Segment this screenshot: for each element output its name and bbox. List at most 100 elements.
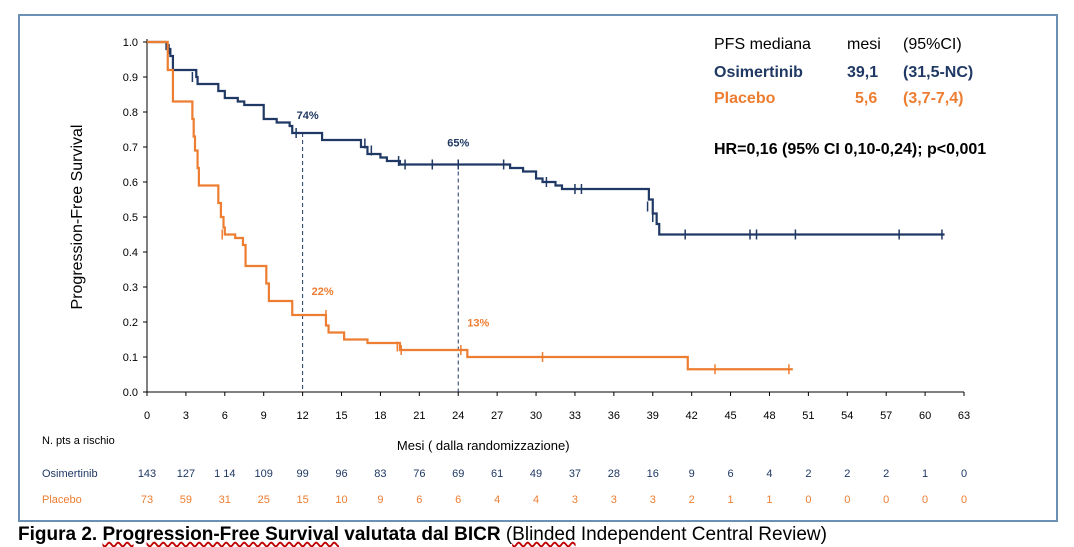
y-tick-label: 0.7 [123, 142, 138, 154]
at-risk-count: 0 [961, 468, 967, 480]
km-chart: 0.00.10.20.30.40.50.60.70.80.91.00 3 6 9 12 1… [42, 36, 986, 506]
x-tick-label: 57 [880, 410, 892, 422]
legend-row-ci: (3,7-7,4) [903, 90, 963, 107]
at-risk-count: 49 [530, 468, 542, 480]
at-risk-count: 1 [728, 494, 734, 506]
legend-row-name: Osimertinib [714, 64, 803, 81]
at-risk-count: 6 [728, 468, 734, 480]
y-tick-label: 0.2 [123, 317, 138, 329]
at-risk-count: 2 [883, 468, 889, 480]
legend-header-pfs: PFS mediana [714, 36, 811, 53]
at-risk-count: 6 [455, 494, 461, 506]
y-tick-label: 1.0 [123, 37, 138, 49]
x-tick-label: 30 [530, 410, 542, 422]
at-risk-count: 96 [335, 468, 347, 480]
x-tick-label: 15 [335, 410, 347, 422]
x-tick-label: 27 [491, 410, 503, 422]
at-risk-count: 3 [611, 494, 617, 506]
figure-caption: Figura 2. Progression-Free Survival valu… [18, 524, 827, 546]
x-tick-label: 21 [413, 410, 425, 422]
caption-paren-open: ( [500, 524, 513, 545]
caption-title-rest: valutata dal BICR [339, 524, 501, 545]
at-risk-count: 0 [922, 494, 928, 506]
at-risk-count: 0 [961, 494, 967, 506]
caption-rest: Independent Central Review) [575, 524, 827, 545]
y-tick-label: 0.5 [123, 212, 138, 224]
at-risk-count: 28 [608, 468, 620, 480]
at-risk-count: 0 [883, 494, 889, 506]
y-tick-label: 0.1 [123, 352, 138, 364]
x-tick-label: 3 [183, 410, 189, 422]
at-risk-count: 6 [416, 494, 422, 506]
x-tick-label: 33 [569, 410, 581, 422]
at-risk-count: 31 [219, 494, 231, 506]
y-tick-label: 0.6 [123, 177, 138, 189]
at-risk-count: 9 [689, 468, 695, 480]
at-risk-count: 3 [650, 494, 656, 506]
x-tick-label: 48 [763, 410, 775, 422]
x-tick-label: 36 [608, 410, 620, 422]
at-risk-count: 1 [766, 494, 772, 506]
y-tick-label: 0.8 [123, 107, 138, 119]
data-label-65pct: 65% [447, 138, 469, 150]
caption-title-underlined: Progression-Free Survival [102, 524, 340, 545]
y-tick-label: 0.0 [123, 387, 138, 399]
at-risk-count: 4 [766, 468, 772, 480]
at-risk-count: 0 [805, 494, 811, 506]
at-risk-count: 25 [258, 494, 270, 506]
at-risk-count: 59 [180, 494, 192, 506]
at-risk-count: 2 [844, 468, 850, 480]
at-risk-count: 3 [572, 494, 578, 506]
data-label-22pct: 22% [312, 286, 334, 298]
at-risk-title: N. pts a rischio [42, 435, 115, 447]
at-risk-count: 15 [296, 494, 308, 506]
at-risk-count: 16 [647, 468, 659, 480]
at-risk-count: 109 [255, 468, 273, 480]
x-tick-label: 63 [958, 410, 970, 422]
legend-row-ci: (31,5-NC) [903, 64, 973, 81]
x-tick-label: 9 [261, 410, 267, 422]
at-risk-count: 99 [296, 468, 308, 480]
figure-frame: 0.0 0.1 0.2 0.3 0.4 0.5 0.6 0.7 0.8 0.9 1.0 0 3 6 9 12 1… [18, 14, 1058, 522]
legend-header-mesi: mesi [847, 36, 881, 53]
at-risk-count: 1 [922, 468, 928, 480]
at-risk-count: 127 [177, 468, 195, 480]
at-risk-count: 2 [689, 494, 695, 506]
y-tick-label: 0.4 [123, 247, 138, 259]
y-tick-label: 0.3 [123, 282, 138, 294]
caption-label: Figura 2. [18, 524, 103, 545]
x-tick-label: 12 [296, 410, 308, 422]
at-risk-count: 83 [374, 468, 386, 480]
legend-row-median: 5,6 [855, 90, 877, 107]
x-tick-label: 60 [919, 410, 931, 422]
at-risk-count: 73 [141, 494, 153, 506]
at-risk-count: 0 [844, 494, 850, 506]
y-axis-title: Progression-Free Survival [69, 125, 86, 310]
caption-blinded: Blinded [512, 524, 576, 545]
x-tick-label: 51 [802, 410, 814, 422]
x-tick-label: 6 [222, 410, 228, 422]
legend-row-median: 39,1 [847, 64, 878, 81]
x-axis-title: Mesi ( dalla randomizzazione) [397, 438, 570, 453]
at-risk-count: 76 [413, 468, 425, 480]
at-risk-count: 37 [569, 468, 581, 480]
x-tick-label: 54 [841, 410, 853, 422]
at-risk-count: 4 [494, 494, 500, 506]
at-risk-count: 69 [452, 468, 464, 480]
legend-header-ci: (95%CI) [903, 36, 962, 53]
x-tick-label: 24 [452, 410, 464, 422]
series-line-osimertinib [147, 40, 945, 236]
at-risk-count: 4 [533, 494, 539, 506]
at-risk-count: 61 [491, 468, 503, 480]
x-tick-label: 45 [724, 410, 736, 422]
x-tick-label: 42 [686, 410, 698, 422]
at-risk-count: 143 [138, 468, 156, 480]
x-tick-label: 0 [144, 410, 150, 422]
series-line-placebo [147, 40, 793, 371]
at-risk-count: 2 [805, 468, 811, 480]
at-risk-count: 9 [377, 494, 383, 506]
data-label-74pct: 74% [297, 110, 319, 122]
data-label-13pct: 13% [467, 318, 489, 330]
at-risk-count: 1 14 [214, 468, 235, 480]
hazard-ratio-text: HR=0,16 (95% CI 0,10-0,24); p<0,001 [714, 141, 986, 158]
